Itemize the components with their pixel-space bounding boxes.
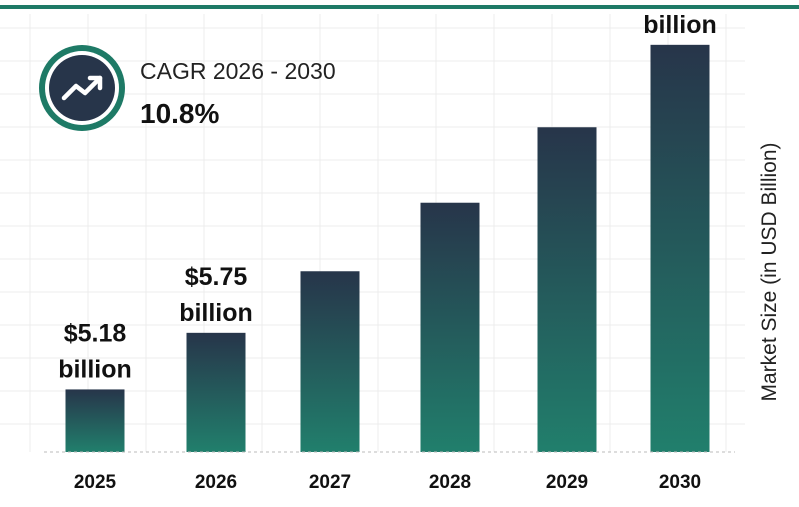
x-tick-label-2029: 2029 — [546, 472, 588, 493]
data-label-2026: billion — [179, 299, 253, 327]
data-label-2030: billion — [643, 11, 717, 39]
cagr-label: CAGR 2026 - 2030 — [140, 58, 336, 84]
cagr-value: 10.8% — [140, 98, 220, 129]
x-tick-label-2025: 2025 — [74, 472, 117, 493]
data-labels: $5.18 billion $5.75 billion $8.65 billion — [58, 0, 717, 383]
x-tick-label-2030: 2030 — [659, 472, 701, 493]
bar-2028 — [420, 202, 480, 452]
x-tick-label-2027: 2027 — [309, 472, 351, 493]
x-tick-label-2028: 2028 — [429, 472, 471, 493]
x-tick-label-2026: 2026 — [195, 472, 237, 493]
y-axis-label: Market Size (in USD Billion) — [758, 142, 781, 401]
data-label-2026: $5.75 — [185, 263, 248, 291]
bar-2026 — [186, 332, 246, 452]
cagr-badge — [36, 42, 128, 139]
bar-2030 — [650, 44, 710, 453]
data-label-2030: $8.65 — [649, 0, 712, 3]
data-label-2025: $5.18 — [64, 319, 127, 347]
bar-2027 — [300, 271, 360, 452]
bar-2029 — [537, 127, 597, 452]
bar-2025 — [65, 389, 125, 452]
trend-up-icon — [39, 45, 125, 131]
data-label-2025: billion — [58, 355, 132, 383]
bars — [65, 44, 710, 453]
x-tick-labels: 2025 2026 2027 2028 2029 2030 — [74, 472, 701, 493]
